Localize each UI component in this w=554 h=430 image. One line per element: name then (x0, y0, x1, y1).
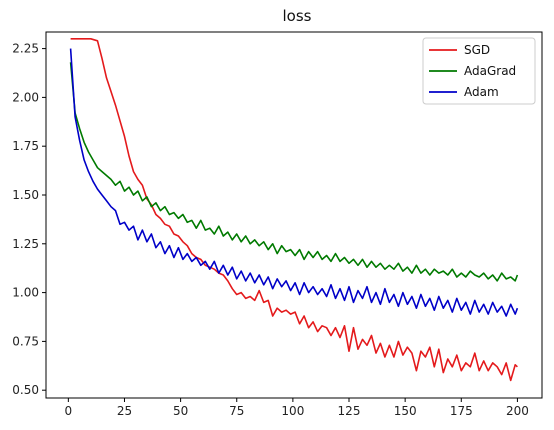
x-tick-label: 50 (173, 404, 188, 418)
y-tick-label: 0.50 (12, 383, 39, 397)
series-line-adagrad (69, 62, 519, 282)
legend-label-adam: Adam (464, 85, 499, 99)
series-layer (69, 37, 519, 382)
y-tick-label: 1.00 (12, 286, 39, 300)
y-tick-label: 1.50 (12, 188, 39, 202)
x-axis: 0 25 50 75 100 125 150 175 200 (65, 398, 529, 418)
x-tick-label: 0 (65, 404, 73, 418)
x-tick-label: 100 (281, 404, 304, 418)
legend-label-adagrad: AdaGrad (464, 64, 516, 78)
legend-label-sgd: SGD (464, 43, 490, 57)
y-axis: 0.50 0.75 1.00 1.25 1.50 1.75 2.00 2.25 (12, 42, 46, 397)
y-tick-label: 1.25 (12, 237, 39, 251)
x-tick-label: 200 (506, 404, 529, 418)
x-tick-label: 175 (450, 404, 473, 418)
y-tick-label: 2.00 (12, 90, 39, 104)
y-tick-label: 2.25 (12, 42, 39, 56)
axes-frame (45, 31, 543, 399)
x-tick-label: 25 (117, 404, 132, 418)
x-tick-label: 125 (338, 404, 361, 418)
x-tick-label: 75 (229, 404, 244, 418)
x-tick-label: 150 (394, 404, 417, 418)
legend: SGD AdaGrad Adam (422, 37, 536, 105)
legend-box (422, 37, 536, 105)
chart-title: loss (283, 7, 312, 25)
series-line-adam (69, 48, 519, 317)
y-tick-label: 0.75 (12, 334, 39, 348)
series-line-sgd (70, 37, 518, 382)
y-tick-label: 1.75 (12, 139, 39, 153)
